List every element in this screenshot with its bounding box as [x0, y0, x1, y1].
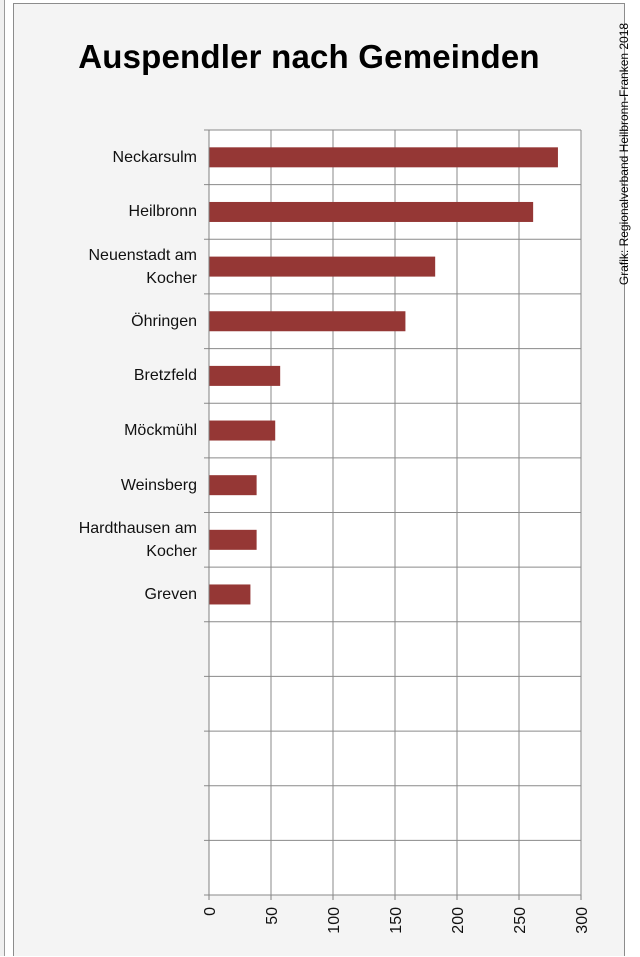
bar-greven — [209, 584, 251, 605]
category-label-line: Bretzfeld — [133, 367, 197, 385]
category-label: Öhringen — [47, 310, 197, 333]
category-label-line: Weinsberg — [120, 476, 197, 494]
category-label: Bretzfeld — [47, 364, 197, 387]
category-label: Neckarsulm — [47, 146, 197, 169]
chart-panel: Auspendler nach Gemeinden Grafik: Region… — [13, 3, 631, 956]
category-label-line: Neckarsulm — [112, 148, 197, 166]
category-label: Heilbronn — [47, 200, 197, 223]
x-tick-label: 250 — [512, 907, 529, 934]
category-label: Möckmühl — [47, 419, 197, 442]
x-tick-label: 0 — [202, 907, 219, 916]
bar-weinsberg — [209, 475, 257, 496]
category-label-line: Hardthausen am — [78, 519, 197, 537]
category-label-line: Kocher — [146, 542, 197, 560]
category-label: Weinsberg — [47, 474, 197, 497]
bar-neuenstadt-am-kocher — [209, 256, 436, 277]
category-label: Hardthausen am Kocher — [47, 517, 197, 563]
category-label: Greven — [47, 583, 197, 606]
category-label: Neuenstadt am Kocher — [47, 244, 197, 290]
x-tick-label: 100 — [326, 907, 343, 934]
chart-title: Auspendler nach Gemeinden — [78, 38, 540, 75]
category-label-line: Greven — [144, 585, 197, 603]
category-label-line: Heilbronn — [128, 203, 197, 221]
bar-bretzfeld — [209, 365, 281, 386]
bar-möckmühl — [209, 420, 276, 441]
bar-heilbronn — [209, 201, 534, 222]
bar-neckarsulm — [209, 147, 558, 168]
category-label-line: Öhringen — [131, 312, 197, 330]
x-tick-label: 50 — [264, 907, 281, 925]
bar-öhringen — [209, 311, 406, 332]
window-edge — [0, 0, 5, 956]
x-tick-label: 200 — [450, 907, 467, 934]
bar-chart: 0 50 100 150 200 250 300 — [202, 129, 591, 934]
x-tick-label: 300 — [574, 907, 591, 934]
x-tick-label: 150 — [388, 907, 405, 934]
category-label-line: Möckmühl — [124, 422, 197, 440]
bar-hardthausen-am-kocher — [209, 529, 257, 550]
category-label-line: Neuenstadt am — [88, 246, 197, 264]
category-label-line: Kocher — [146, 269, 197, 287]
